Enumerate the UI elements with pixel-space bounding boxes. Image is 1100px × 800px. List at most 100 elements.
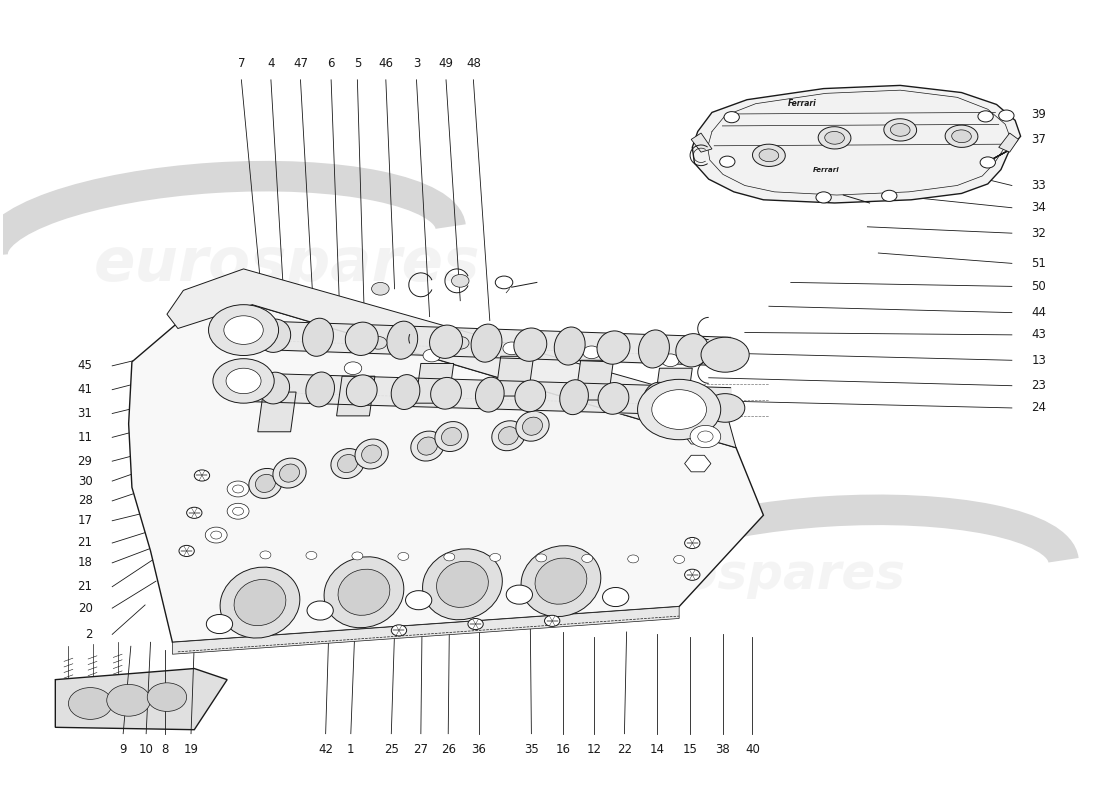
Text: 47: 47 [293, 58, 308, 70]
Circle shape [211, 531, 222, 539]
Polygon shape [173, 606, 679, 654]
Circle shape [978, 111, 993, 122]
Text: 40: 40 [745, 743, 760, 756]
Text: 29: 29 [77, 454, 92, 468]
Circle shape [503, 342, 520, 354]
Text: 21: 21 [77, 537, 92, 550]
Ellipse shape [492, 421, 525, 450]
Ellipse shape [759, 149, 779, 162]
Text: 45: 45 [78, 359, 92, 372]
Circle shape [307, 601, 333, 620]
Circle shape [406, 590, 432, 610]
Polygon shape [167, 269, 736, 448]
Circle shape [195, 470, 210, 481]
Circle shape [398, 553, 409, 560]
Ellipse shape [430, 325, 462, 358]
Ellipse shape [515, 380, 546, 412]
Text: 12: 12 [586, 743, 602, 756]
Ellipse shape [516, 411, 549, 441]
Circle shape [224, 316, 263, 344]
Circle shape [999, 110, 1014, 121]
Polygon shape [495, 356, 534, 396]
Text: 30: 30 [78, 474, 92, 487]
Text: 31: 31 [78, 407, 92, 420]
Circle shape [705, 394, 745, 422]
Circle shape [227, 481, 249, 497]
Text: eurospares: eurospares [95, 235, 481, 294]
Circle shape [661, 354, 679, 366]
Ellipse shape [642, 382, 672, 417]
Text: 11: 11 [77, 431, 92, 444]
Text: 46: 46 [378, 58, 394, 70]
Text: 33: 33 [1032, 179, 1046, 192]
Text: 50: 50 [1032, 280, 1046, 293]
Circle shape [451, 337, 469, 349]
Circle shape [179, 546, 195, 557]
Circle shape [209, 305, 278, 355]
Ellipse shape [338, 454, 358, 473]
Text: 48: 48 [466, 58, 481, 70]
Ellipse shape [514, 328, 547, 362]
Text: 6: 6 [328, 58, 334, 70]
Circle shape [147, 683, 187, 711]
Ellipse shape [346, 375, 377, 406]
Circle shape [392, 625, 407, 636]
Circle shape [187, 507, 202, 518]
Circle shape [213, 358, 274, 403]
Ellipse shape [598, 382, 629, 414]
Text: 49: 49 [439, 58, 453, 70]
Text: 25: 25 [384, 743, 398, 756]
Ellipse shape [249, 469, 282, 498]
Circle shape [372, 282, 389, 295]
Ellipse shape [417, 437, 438, 455]
Text: 18: 18 [78, 556, 92, 570]
Ellipse shape [362, 445, 382, 463]
Text: 32: 32 [1032, 226, 1046, 240]
Text: 43: 43 [1032, 328, 1046, 342]
Text: 34: 34 [1032, 202, 1046, 214]
Ellipse shape [945, 125, 978, 147]
Circle shape [536, 554, 547, 562]
Polygon shape [692, 86, 1021, 203]
Circle shape [344, 362, 362, 374]
Text: 22: 22 [617, 743, 631, 756]
Circle shape [684, 538, 700, 549]
Circle shape [370, 337, 387, 349]
Ellipse shape [752, 144, 785, 166]
Circle shape [628, 555, 639, 563]
Text: Ferrari: Ferrari [813, 166, 839, 173]
Circle shape [701, 338, 749, 372]
Ellipse shape [554, 327, 585, 365]
Text: 36: 36 [472, 743, 486, 756]
Circle shape [684, 570, 700, 580]
Circle shape [265, 378, 283, 390]
Text: 15: 15 [683, 743, 697, 756]
Ellipse shape [597, 331, 630, 364]
Circle shape [603, 587, 629, 606]
Circle shape [68, 687, 112, 719]
Text: 17: 17 [77, 514, 92, 527]
Text: eurospares: eurospares [588, 550, 905, 598]
Ellipse shape [410, 431, 444, 461]
Polygon shape [129, 305, 763, 642]
Circle shape [582, 554, 593, 562]
Circle shape [583, 346, 601, 358]
Ellipse shape [676, 385, 707, 417]
Text: 24: 24 [1032, 402, 1046, 414]
Circle shape [451, 274, 469, 287]
Text: 1: 1 [348, 743, 354, 756]
Ellipse shape [890, 123, 910, 136]
Text: 21: 21 [77, 580, 92, 593]
Text: 7: 7 [238, 58, 245, 70]
Ellipse shape [324, 557, 404, 628]
Ellipse shape [302, 318, 333, 356]
Polygon shape [684, 455, 711, 472]
Text: 3: 3 [412, 58, 420, 70]
Circle shape [673, 555, 684, 563]
Text: 41: 41 [77, 383, 92, 396]
Ellipse shape [279, 464, 299, 482]
Circle shape [227, 503, 249, 519]
Circle shape [490, 554, 500, 562]
Polygon shape [337, 376, 375, 416]
Text: 19: 19 [184, 743, 198, 756]
